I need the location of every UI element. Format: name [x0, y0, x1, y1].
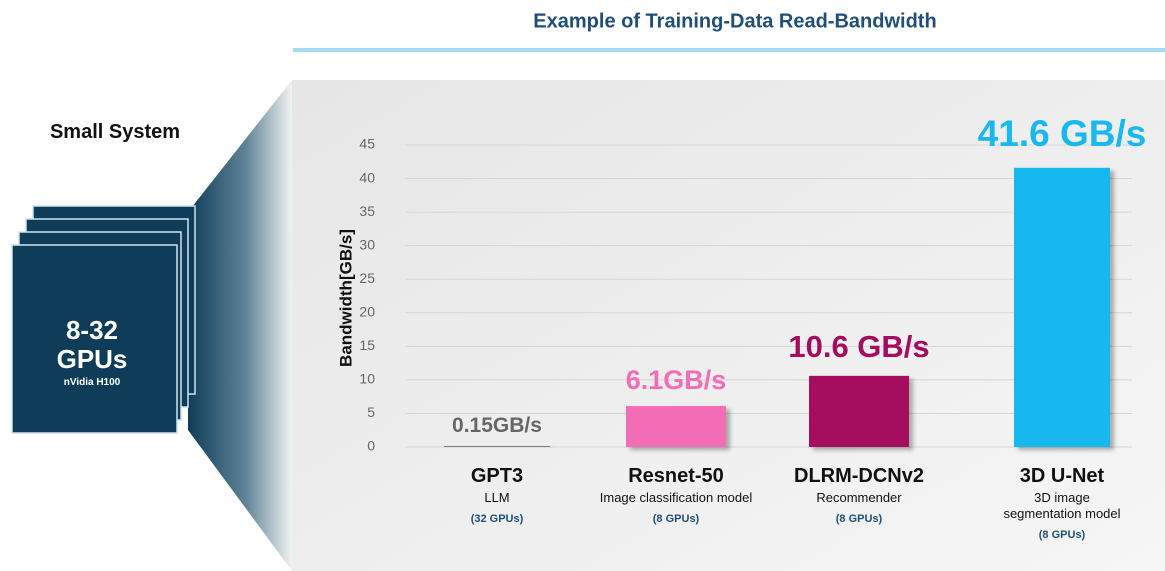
y-tick-label: 0: [367, 438, 375, 454]
bar: [444, 445, 550, 447]
x-tick-label: DLRM-DCNv2: [794, 465, 924, 487]
gpu-card: [11, 244, 178, 434]
value-label: 41.6 GB/s: [978, 113, 1147, 154]
gpu-count: (8 GPUs): [835, 513, 883, 525]
gpu-count: (8 GPUs): [652, 513, 700, 525]
gpu-count: (32 GPUs): [470, 513, 524, 525]
bar: [809, 375, 909, 447]
y-tick-label: 35: [359, 203, 375, 219]
category-block: 3D U-Net 3D image segmentation model (8 GP…: [967, 464, 1157, 541]
y-tick-label: 10: [359, 371, 375, 387]
y-tick-label: 5: [367, 404, 375, 420]
y-tick-label: 15: [359, 337, 375, 353]
x-tick-label: Resnet-50: [628, 465, 724, 487]
system-model: nVidia H100: [63, 377, 121, 388]
x-tick-label: GPT3: [470, 465, 524, 487]
value-label: 6.1GB/s: [626, 365, 727, 395]
category-block: GPT3 LLM (32 GPUs): [402, 464, 592, 525]
bar: [626, 406, 726, 447]
category-description: LLM: [484, 490, 510, 505]
chart-title: Example of Training-Data Read-Bandwidth: [533, 10, 936, 32]
y-tick-label: 45: [359, 136, 375, 152]
system-gpus: 8-32 GPUs: [56, 315, 128, 374]
value-label: 10.6 GB/s: [788, 329, 929, 364]
x-tick-label: 3D U-Net: [1019, 465, 1105, 487]
category-block: DLRM-DCNv2 Recommender (8 GPUs): [764, 464, 954, 525]
beam: [188, 80, 292, 571]
system-heading: Small System: [49, 121, 181, 143]
category-description: Image classification model: [599, 490, 753, 505]
bar: [1014, 167, 1110, 447]
category-description: Recommender: [816, 490, 902, 505]
value-label: 0.15GB/s: [452, 414, 542, 437]
y-tick-label: 40: [359, 169, 375, 185]
category-description: 3D image segmentation model: [1003, 490, 1121, 521]
y-axis-label: Bandwidth[GB/s]: [336, 229, 355, 367]
y-tick-label: 30: [359, 236, 375, 252]
y-tick-label: 25: [359, 270, 375, 286]
y-tick-label: 20: [359, 303, 375, 319]
category-block: Resnet-50 Image classification model (8 GP…: [581, 464, 771, 525]
gpu-count: (8 GPUs): [1038, 529, 1086, 541]
